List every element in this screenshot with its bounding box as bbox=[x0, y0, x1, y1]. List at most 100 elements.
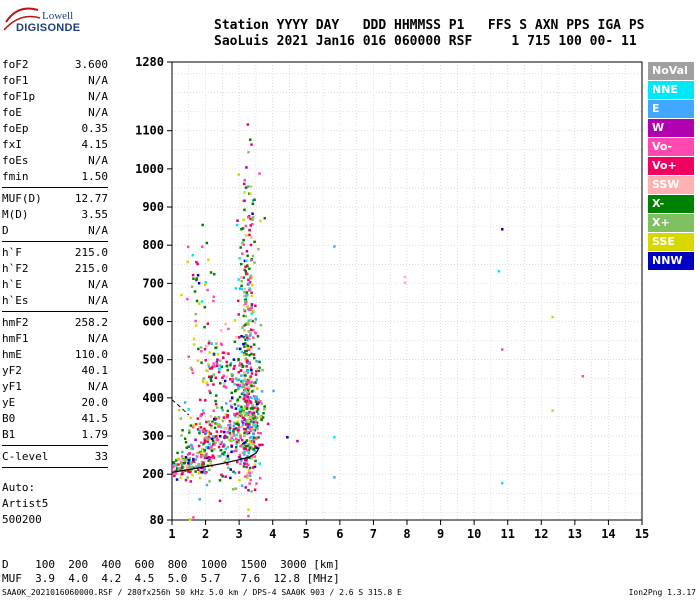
echo-point bbox=[192, 458, 195, 461]
autoscaling-info: Auto: Artist5 500200 bbox=[2, 480, 48, 528]
param-name: C-level bbox=[2, 450, 49, 463]
echo-point bbox=[249, 366, 253, 369]
echo-point bbox=[245, 349, 248, 353]
echo-point bbox=[190, 466, 193, 469]
echo-point bbox=[209, 415, 213, 418]
y-tick-label: 300 bbox=[142, 429, 164, 443]
echo-point bbox=[249, 318, 253, 322]
param-value: N/A bbox=[88, 90, 108, 103]
param-separator bbox=[2, 187, 108, 188]
echo-point bbox=[255, 404, 259, 407]
echo-point bbox=[222, 374, 226, 378]
echo-point bbox=[196, 273, 200, 277]
echo-point bbox=[241, 444, 245, 448]
echo-point bbox=[245, 465, 248, 469]
echo-point bbox=[551, 315, 554, 319]
echo-point bbox=[184, 440, 188, 444]
echo-point bbox=[226, 430, 229, 434]
echo-point bbox=[256, 335, 260, 338]
echo-point bbox=[230, 438, 234, 442]
echo-point bbox=[199, 426, 203, 429]
echo-point bbox=[212, 383, 215, 386]
echo-point bbox=[212, 353, 216, 356]
echo-point bbox=[253, 455, 256, 458]
echo-point bbox=[252, 411, 256, 415]
logo-arc-icon bbox=[3, 7, 41, 31]
echo-point bbox=[181, 450, 184, 454]
x-tick-label: 9 bbox=[437, 527, 444, 541]
y-tick-label: 700 bbox=[142, 276, 164, 290]
echo-point bbox=[254, 381, 257, 384]
echo-point bbox=[192, 343, 196, 346]
echo-point bbox=[239, 445, 242, 448]
echo-point bbox=[247, 289, 251, 292]
echo-point bbox=[253, 240, 256, 244]
param-name: h`E bbox=[2, 278, 22, 291]
echo-point bbox=[216, 358, 219, 361]
echo-point bbox=[180, 455, 184, 458]
echo-point bbox=[263, 408, 266, 411]
echo-point bbox=[213, 426, 217, 430]
echo-point bbox=[207, 375, 211, 378]
echo-point bbox=[250, 380, 253, 384]
echo-point bbox=[243, 300, 247, 303]
echo-point bbox=[228, 419, 232, 423]
echo-point bbox=[237, 370, 241, 374]
echo-point bbox=[240, 459, 243, 463]
echo-point bbox=[176, 457, 180, 461]
echo-point bbox=[200, 300, 204, 303]
param-name: yF2 bbox=[2, 364, 22, 377]
echo-point bbox=[242, 342, 245, 346]
echo-point bbox=[243, 199, 246, 203]
echo-point bbox=[209, 456, 212, 459]
echo-point bbox=[255, 410, 259, 413]
echo-point bbox=[249, 328, 253, 331]
echo-point bbox=[214, 346, 217, 350]
echo-point bbox=[189, 424, 193, 427]
echo-point bbox=[234, 446, 238, 449]
echo-point bbox=[194, 319, 197, 323]
echo-point bbox=[241, 364, 245, 368]
echo-point bbox=[248, 337, 251, 341]
echo-point bbox=[216, 352, 220, 356]
echo-point bbox=[250, 442, 253, 446]
param-name: MUF(D) bbox=[2, 192, 42, 205]
echo-point bbox=[246, 254, 249, 257]
echo-point bbox=[208, 442, 211, 446]
echo-point bbox=[249, 243, 253, 247]
echo-point bbox=[239, 462, 242, 466]
echo-point bbox=[244, 359, 248, 363]
echo-point bbox=[259, 400, 262, 403]
param-value: N/A bbox=[88, 294, 108, 307]
echo-point bbox=[178, 468, 182, 471]
param-value: 215.0 bbox=[74, 246, 108, 259]
echo-point bbox=[241, 227, 245, 230]
echo-point bbox=[194, 324, 198, 327]
echo-point bbox=[226, 409, 230, 413]
echo-point bbox=[244, 404, 247, 408]
echo-point bbox=[257, 247, 260, 251]
echo-point bbox=[250, 372, 254, 375]
echo-point bbox=[210, 437, 214, 441]
echo-point bbox=[205, 420, 208, 424]
echo-point bbox=[251, 420, 255, 424]
echo-point bbox=[243, 191, 246, 194]
echo-point bbox=[240, 392, 244, 396]
echo-point bbox=[254, 304, 257, 308]
echo-point bbox=[199, 414, 202, 418]
echo-point bbox=[253, 465, 257, 468]
echo-point bbox=[218, 359, 222, 362]
echo-point bbox=[263, 216, 267, 220]
echo-point bbox=[241, 421, 245, 425]
echo-point bbox=[211, 365, 214, 369]
echo-point bbox=[238, 395, 242, 399]
echo-point bbox=[333, 245, 336, 248]
echo-point bbox=[258, 172, 261, 175]
echo-point bbox=[249, 375, 252, 378]
x-tick-label: 7 bbox=[370, 527, 377, 541]
param-row: foEp 0.35 bbox=[2, 121, 108, 137]
echo-point bbox=[217, 425, 220, 428]
echo-point bbox=[187, 461, 190, 465]
echo-point bbox=[195, 299, 199, 303]
echo-point bbox=[219, 382, 222, 385]
